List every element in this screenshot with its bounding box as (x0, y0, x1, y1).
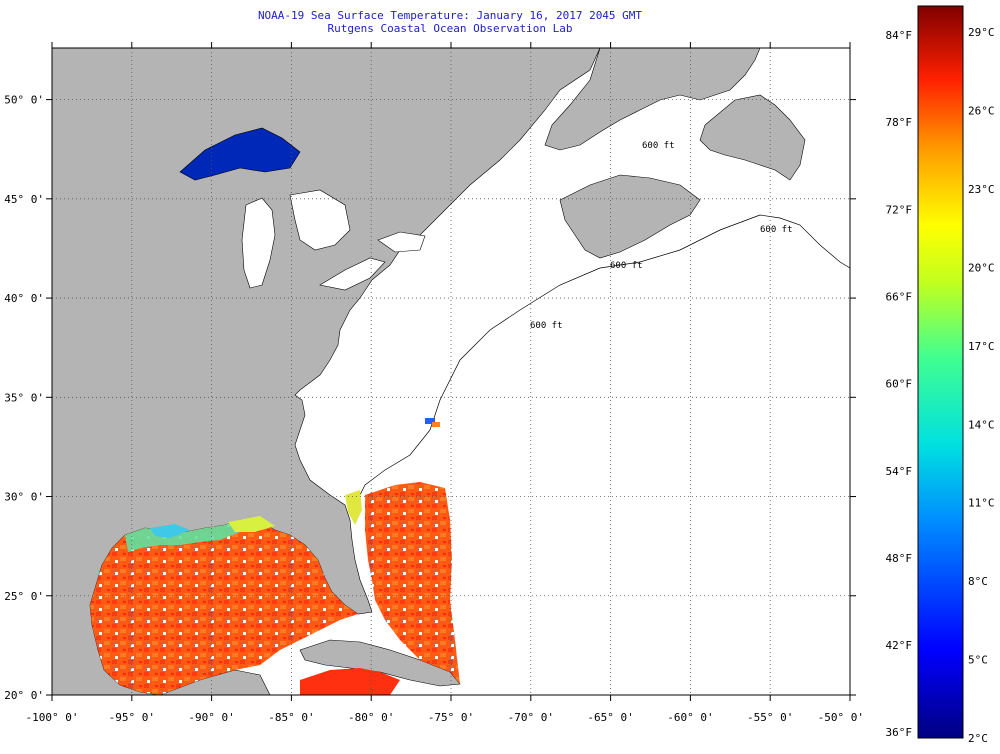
colorbar-c-label: 29°C (968, 26, 995, 39)
lat-label: 35° 0' (4, 391, 44, 404)
colorbar-c-label: 23°C (968, 183, 995, 196)
lake-ontario (377, 231, 426, 253)
sst-coastal-cyan (150, 524, 190, 538)
sst-hatteras-warm (432, 422, 440, 427)
graticule (52, 48, 850, 695)
lon-label: -100° 0' (26, 711, 79, 724)
lon-label: -55° 0' (747, 711, 793, 724)
contour-label: 600 ft (530, 321, 563, 331)
colorbar-c-label: 20°C (968, 261, 995, 274)
colorbar-c-label: 26°C (968, 105, 995, 118)
colorbar-c-label: 8°C (968, 575, 988, 588)
lon-label: -95° 0' (109, 711, 155, 724)
lat-label: 45° 0' (4, 193, 44, 206)
colorbar-f-label: 54°F (886, 465, 913, 478)
contour-600ft-3 (354, 429, 431, 506)
lon-label: -50° 0' (818, 711, 864, 724)
colorbar-f-label: 84°F (886, 29, 913, 42)
latitude-labels: 50° 0' 45° 0' 40° 0' 35° 0' 30° 0' 25° 0' 20° … (4, 94, 44, 702)
colorbar-f-label: 42°F (886, 639, 913, 652)
lake-superior (179, 127, 301, 181)
colorbar-c-label: 17°C (968, 340, 995, 353)
lon-label: -80° 0' (348, 711, 394, 724)
colorbar-c-label: 5°C (968, 654, 988, 667)
sst-gulf-of-mexico (90, 520, 358, 695)
lake-huron (289, 189, 351, 251)
land-cuba (299, 639, 461, 687)
colorbar-fahrenheit-labels: 84°F 78°F 72°F 66°F 60°F 54°F 48°F 42°F 36°F (886, 29, 913, 739)
land-newfoundland (699, 94, 806, 181)
map-title: NOAA-19 Sea Surface Temperature: January… (257, 9, 643, 22)
lat-label: 40° 0' (4, 292, 44, 305)
sst-coastal-yellow (228, 516, 275, 532)
sst-atlantic (365, 482, 460, 684)
lake-michigan (241, 197, 276, 289)
colorbar-f-label: 66°F (886, 290, 913, 303)
contour-600ft (759, 214, 850, 269)
lon-label: -60° 0' (667, 711, 713, 724)
longitude-labels: -100° 0' -95° 0' -90° 0' -85° 0' -80° 0' -75°… (26, 711, 864, 724)
land-maritimes (559, 174, 701, 259)
colorbar-f-label: 36°F (886, 726, 913, 739)
colorbar-f-label: 60°F (886, 378, 913, 391)
axis-ticks (46, 42, 856, 701)
colorbar-f-label: 78°F (886, 116, 913, 129)
sst-coastal-cool (125, 520, 262, 552)
lon-label: -70° 0' (508, 711, 554, 724)
contour-label: 600 ft (642, 141, 675, 151)
land-quebec (544, 48, 761, 151)
sst-florida-keys-yellow (345, 490, 362, 525)
sst-hatteras-cold (425, 418, 435, 424)
contour-label: 600 ft (610, 261, 643, 271)
land-north-america (52, 48, 601, 695)
contour-600ft-2 (429, 214, 761, 431)
colorbar-celsius-labels: 29°C 26°C 23°C 20°C 17°C 14°C 11°C 8°C 5°C 2°C (968, 26, 995, 745)
map-subtitle: Rutgens Coastal Ocean Observation Lab (327, 22, 573, 35)
lon-label: -65° 0' (587, 711, 633, 724)
colorbar-f-label: 72°F (886, 203, 913, 216)
lat-label: 20° 0' (4, 689, 44, 702)
contour-label: 600 ft (760, 225, 793, 235)
lat-label: 30° 0' (4, 491, 44, 504)
lake-erie (319, 257, 386, 291)
colorbar-c-label: 11°C (968, 497, 995, 510)
lon-label: -85° 0' (268, 711, 314, 724)
colorbar-c-label: 2°C (968, 732, 988, 745)
lat-label: 25° 0' (4, 590, 44, 603)
colorbar-f-label: 48°F (886, 552, 913, 565)
lon-label: -75° 0' (428, 711, 474, 724)
lon-label: -90° 0' (188, 711, 234, 724)
lat-label: 50° 0' (4, 94, 44, 107)
colorbar (917, 5, 964, 739)
colorbar-c-label: 14°C (968, 418, 995, 431)
sst-caribbean (300, 668, 400, 695)
